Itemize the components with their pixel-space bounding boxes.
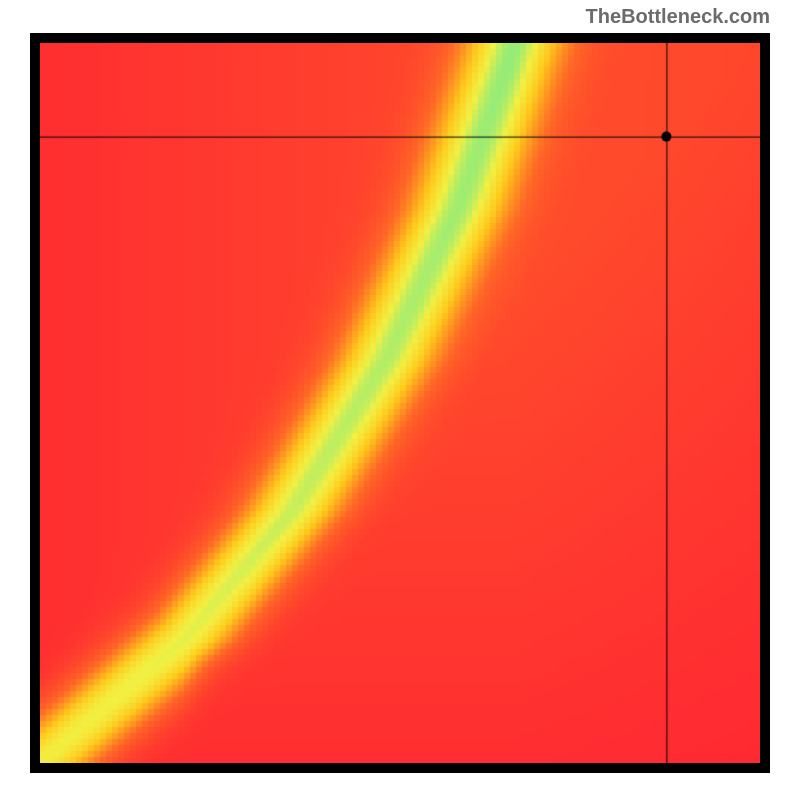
heatmap-canvas	[40, 43, 760, 763]
watermark-text: TheBottleneck.com	[586, 6, 770, 29]
plot-frame	[30, 33, 770, 773]
chart-container: TheBottleneck.com	[0, 0, 800, 800]
plot-inner	[40, 43, 760, 763]
